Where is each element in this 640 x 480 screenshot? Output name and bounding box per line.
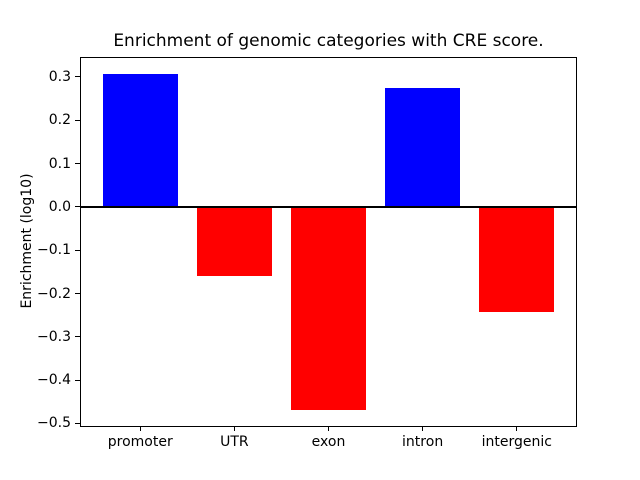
x-tick-label-intergenic: intergenic <box>481 434 552 450</box>
bar-UTR <box>196 206 273 276</box>
y-tick-mark <box>75 379 80 381</box>
bar-promoter <box>102 73 178 207</box>
y-tick-label--0.3: −0.3 <box>37 328 71 345</box>
y-tick-mark <box>75 249 80 251</box>
y-tick-label-0.1: 0.1 <box>48 155 71 172</box>
y-tick-label--0.2: −0.2 <box>37 285 71 302</box>
y-tick-label-0.3: 0.3 <box>48 68 71 85</box>
y-axis-label: Enrichment (log10) <box>19 173 35 309</box>
y-tick-mark <box>75 293 80 295</box>
y-tick-label-0.2: 0.2 <box>48 112 71 129</box>
y-tick-mark <box>75 119 80 121</box>
zero-line <box>80 205 577 208</box>
chart-title: Enrichment of genomic categories with CR… <box>113 31 544 51</box>
x-tick-label-exon: exon <box>311 434 346 450</box>
y-tick-label--0.1: −0.1 <box>37 242 71 259</box>
bar-intron <box>384 87 461 207</box>
y-tick-mark <box>75 163 80 165</box>
y-tick-mark <box>75 206 80 208</box>
bar-intergenic <box>479 206 555 313</box>
y-tick-mark <box>75 76 80 78</box>
y-tick-mark <box>75 422 80 424</box>
x-tick-label-intron: intron <box>402 434 444 450</box>
x-tick-mark <box>233 426 235 431</box>
y-tick-mark <box>75 336 80 338</box>
y-tick-label-0: 0.0 <box>48 198 71 215</box>
x-tick-label-promoter: promoter <box>107 434 173 450</box>
y-tick-label--0.4: −0.4 <box>37 372 71 389</box>
x-tick-mark <box>328 426 329 431</box>
x-tick-mark <box>422 426 424 431</box>
x-tick-mark <box>139 426 141 431</box>
x-tick-mark <box>516 426 518 431</box>
x-tick-label-UTR: UTR <box>220 434 249 450</box>
y-tick-label--0.5: −0.5 <box>37 415 71 432</box>
bar-exon <box>290 206 367 410</box>
